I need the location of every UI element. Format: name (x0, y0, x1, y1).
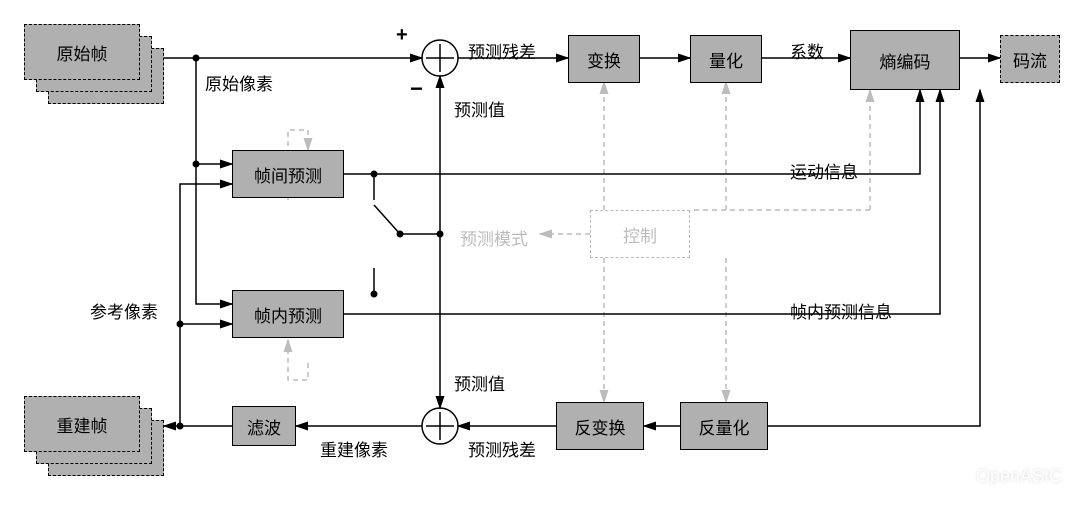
lbl-ref-pixels: 参考像素 (90, 298, 158, 323)
inter-pred-label: 帧间预测 (254, 162, 322, 187)
inter-pred-box: 帧间预测 (232, 150, 344, 198)
recon-frames-box: 重建帧 (24, 396, 140, 452)
inv-quant-box: 反量化 (680, 402, 768, 450)
bitstream-label: 码流 (1013, 47, 1047, 72)
control-box: 控制 (590, 210, 690, 258)
adder-top-minus: − (410, 76, 423, 102)
adder-top (418, 36, 462, 80)
bitstream-box: 码流 (1000, 35, 1060, 83)
inv-transform-label: 反变换 (575, 414, 626, 439)
quant-label: 量化 (709, 47, 743, 72)
diagram-canvas: 原始帧 重建帧 帧间预测 帧内预测 滤波 变换 量化 熵编码 码流 反变换 反量… (0, 0, 1080, 505)
lbl-coeffs: 系数 (790, 38, 824, 63)
lbl-pred-residual2: 预测残差 (468, 436, 536, 461)
entropy-box: 熵编码 (850, 30, 960, 90)
inv-transform-box: 反变换 (556, 402, 644, 450)
orig-frames-label: 原始帧 (57, 40, 108, 65)
lbl-pred-residual: 预测残差 (468, 38, 536, 63)
intra-pred-box: 帧内预测 (232, 290, 344, 338)
filter-label: 滤波 (247, 414, 281, 439)
watermark: OpenASIC (976, 466, 1062, 487)
inv-quant-label: 反量化 (699, 414, 750, 439)
lbl-recon-pixels: 重建像素 (320, 436, 388, 461)
lbl-motion-info: 运动信息 (790, 158, 858, 183)
adder-top-plus: + (396, 24, 408, 47)
lbl-intra-info: 帧内预测信息 (790, 298, 892, 323)
lbl-pred-mode: 预测模式 (460, 225, 528, 250)
lbl-pred-val-bot: 预测值 (454, 370, 505, 395)
quant-box: 量化 (690, 35, 762, 83)
filter-box: 滤波 (232, 406, 296, 446)
transform-label: 变换 (587, 47, 621, 72)
orig-frames-box: 原始帧 (24, 24, 140, 80)
lbl-pred-val-top: 预测值 (454, 96, 505, 121)
entropy-label: 熵编码 (880, 48, 931, 73)
intra-pred-label: 帧内预测 (254, 302, 322, 327)
transform-box: 变换 (568, 35, 640, 83)
recon-frames-label: 重建帧 (57, 412, 108, 437)
adder-bot (418, 404, 462, 448)
lbl-orig-pixels: 原始像素 (205, 70, 273, 95)
control-label: 控制 (623, 222, 657, 247)
